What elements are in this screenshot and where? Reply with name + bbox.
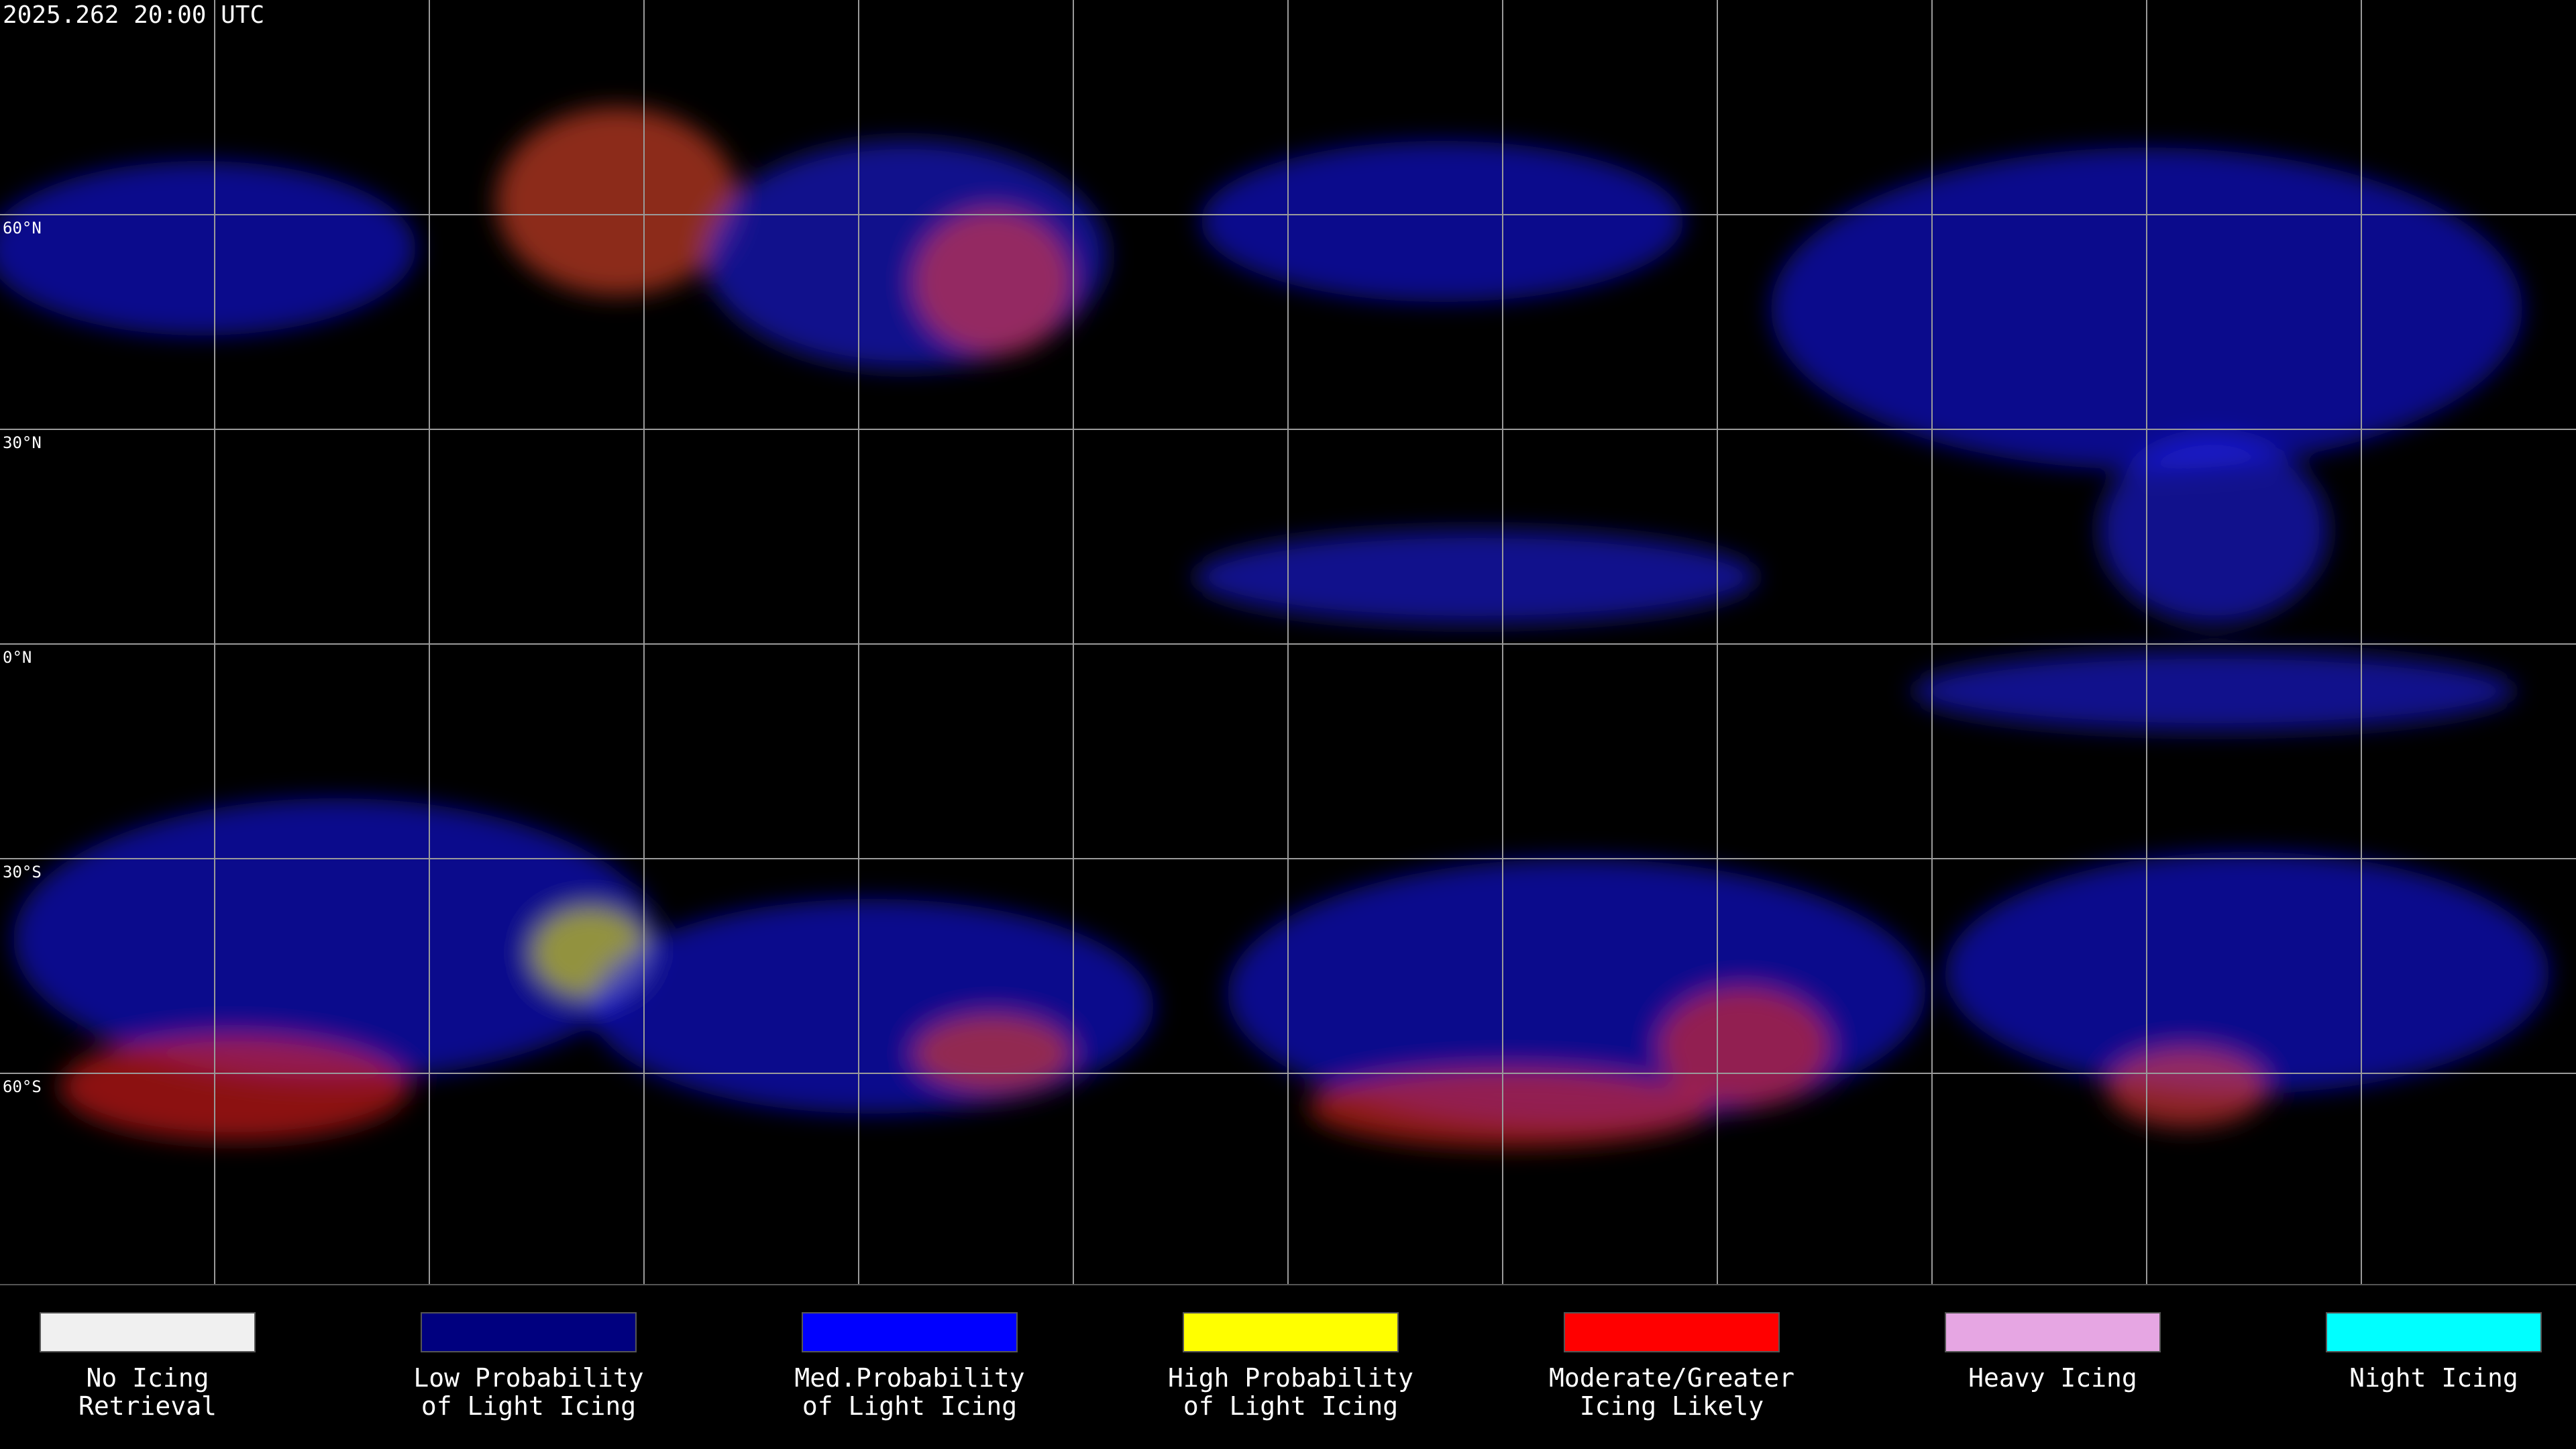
legend-label: Low Probability bbox=[413, 1363, 643, 1393]
graticule: 60°N 30°N 0°N 30°S 60°S bbox=[0, 0, 2576, 1285]
latitude-label: 30°S bbox=[3, 863, 42, 881]
legend-label: No Icing bbox=[86, 1363, 209, 1393]
icing-patch bbox=[912, 208, 1073, 356]
legend-label: Retrieval bbox=[78, 1391, 217, 1421]
legend-label: High Probability bbox=[1168, 1363, 1413, 1393]
icing-patch bbox=[590, 899, 1154, 1114]
icing-patch bbox=[1308, 1067, 1711, 1147]
latitude-label: 60°N bbox=[3, 219, 42, 237]
legend-swatch bbox=[421, 1312, 637, 1352]
legend-swatch bbox=[1564, 1312, 1780, 1352]
legend-label: of Light Icing bbox=[802, 1391, 1017, 1421]
legend-swatch bbox=[802, 1312, 1018, 1352]
timestamp: 2025.262 20:00 UTC bbox=[3, 1, 264, 29]
icing-patch bbox=[13, 798, 657, 1080]
legend-swatch bbox=[40, 1312, 256, 1352]
icing-patch bbox=[2100, 436, 2328, 624]
icing-patch bbox=[1945, 852, 2549, 1093]
icing-patch bbox=[1201, 141, 1684, 302]
legend-label: Night Icing bbox=[2349, 1363, 2518, 1393]
legend-label: Heavy Icing bbox=[1968, 1363, 2137, 1393]
icing-patch bbox=[2106, 1046, 2267, 1127]
legend-label: of Light Icing bbox=[421, 1391, 636, 1421]
legend-label: Icing Likely bbox=[1580, 1391, 1764, 1421]
icing-patch bbox=[912, 1013, 1073, 1093]
latitude-label: 30°N bbox=[3, 433, 42, 452]
legend-label: Med.Probability bbox=[794, 1363, 1024, 1393]
legend-swatch bbox=[1183, 1312, 1399, 1352]
icing-patch bbox=[60, 1033, 409, 1140]
latitude-label: 60°S bbox=[3, 1077, 42, 1096]
icing-patch bbox=[1657, 986, 1831, 1107]
legend-swatch bbox=[2326, 1312, 2542, 1352]
legend-swatch bbox=[1945, 1312, 2161, 1352]
icing-patch bbox=[496, 107, 738, 295]
legend-label: of Light Icing bbox=[1183, 1391, 1398, 1421]
icing-patches bbox=[0, 107, 2549, 1147]
icing-patch bbox=[1912, 651, 2516, 731]
icing-patch bbox=[1194, 530, 1758, 624]
latitude-label: 0°N bbox=[3, 648, 32, 667]
legend-label: Moderate/Greater bbox=[1549, 1363, 1794, 1393]
icing-patch bbox=[0, 161, 416, 335]
